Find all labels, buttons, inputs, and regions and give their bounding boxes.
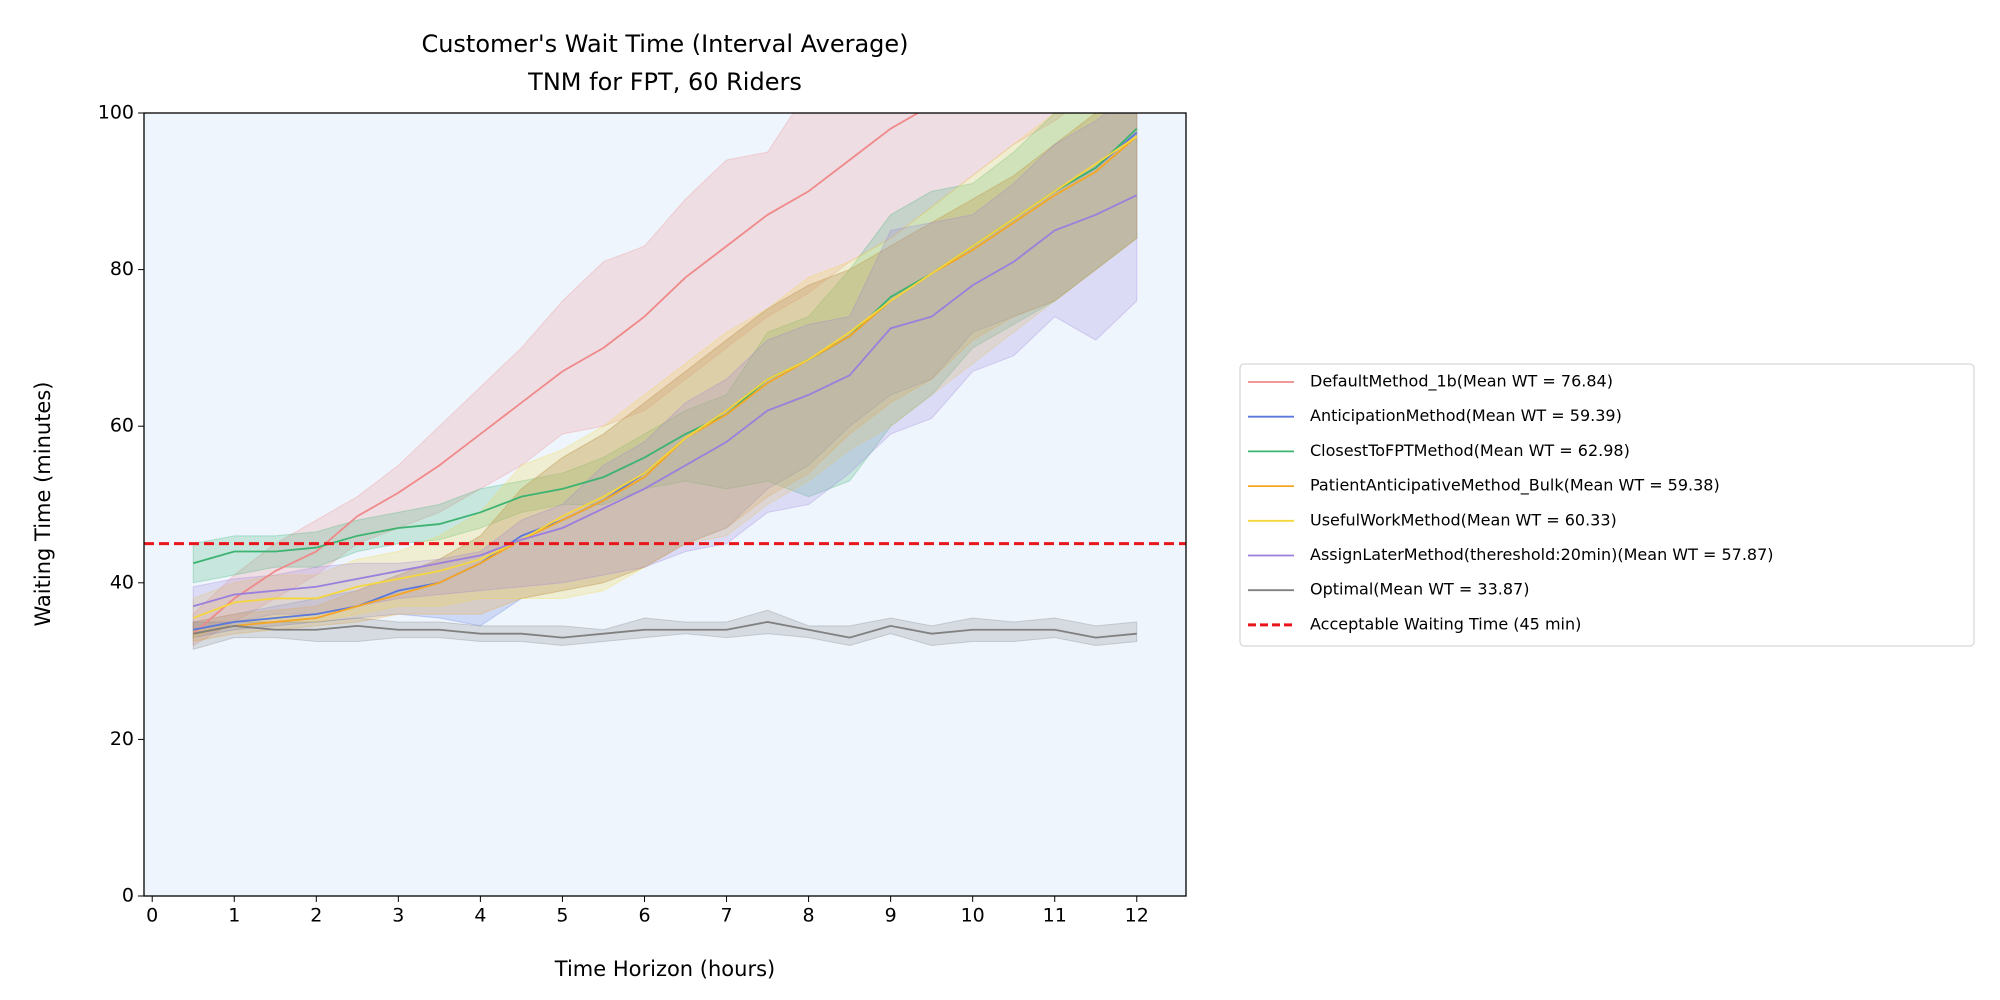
legend-label: DefaultMethod_1b(Mean WT = 76.84): [1310, 372, 1613, 392]
x-tick-label: 11: [1043, 905, 1067, 927]
x-tick-label: 9: [885, 905, 897, 927]
series-line: [192, 113, 920, 635]
series-line: [192, 194, 1138, 608]
x-tick-label: 1: [228, 905, 240, 927]
y-axis-label: Waiting Time (minutes): [31, 382, 55, 627]
legend-label: AnticipationMethod(Mean WT = 59.39): [1310, 406, 1622, 425]
legend-box: [1239, 363, 1975, 647]
confidence-band: [192, 113, 1138, 639]
x-tick-label: 7: [720, 905, 732, 927]
legend-label: PatientAnticipativeMethod_Bulk(Mean WT =…: [1310, 476, 1720, 496]
x-tick-label: 8: [803, 905, 815, 927]
legend-label: ClosestToFPTMethod(Mean WT = 62.98): [1310, 441, 1630, 460]
y-tick-label: 80: [110, 258, 134, 280]
legend-label: Acceptable Waiting Time (45 min): [1310, 614, 1581, 633]
confidence-band: [192, 113, 1066, 647]
plot-frame: [143, 112, 1187, 897]
y-tick-label: 0: [122, 885, 134, 907]
legend-label: UsefulWorkMethod(Mean WT = 60.33): [1310, 510, 1617, 529]
x-tick-label: 0: [146, 905, 158, 927]
series-line: [193, 135, 1138, 635]
x-tick-label: 10: [961, 905, 985, 927]
series-line: [192, 135, 1138, 619]
confidence-band: [192, 113, 1138, 584]
confidence-band: [192, 113, 1138, 639]
x-tick-label: 5: [556, 905, 568, 927]
x-tick-label: 6: [638, 905, 650, 927]
x-tick-label: 12: [1125, 905, 1149, 927]
y-tick-label: 20: [110, 728, 134, 750]
y-tick-label: 100: [98, 102, 134, 124]
chart-title: Customer's Wait Time (Interval Average): [421, 30, 908, 58]
x-axis-label: Time Horizon (hours): [554, 957, 775, 981]
x-tick-label: 3: [392, 905, 404, 927]
x-tick-label: 2: [310, 905, 322, 927]
x-tick-label: 4: [474, 905, 486, 927]
confidence-band: [192, 113, 1138, 631]
series-line: [193, 621, 1137, 639]
confidence-band: [192, 113, 1138, 643]
chart-subtitle: TNM for FPT, 60 Riders: [527, 68, 802, 96]
y-tick-label: 40: [110, 571, 134, 593]
plot-area: [144, 113, 1186, 651]
y-tick-label: 60: [110, 415, 134, 437]
legend-label: AssignLaterMethod(thereshold:20min)(Mean…: [1310, 545, 1774, 564]
plot-background: [144, 113, 1186, 896]
legend-label: Optimal(Mean WT = 33.87): [1310, 580, 1529, 599]
